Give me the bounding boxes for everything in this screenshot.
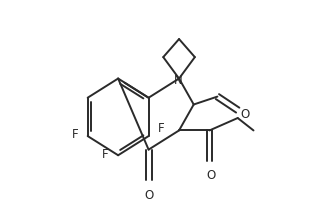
Text: F: F (157, 122, 164, 135)
Text: O: O (241, 108, 250, 121)
Text: O: O (206, 170, 215, 183)
Text: N: N (174, 74, 182, 87)
Text: O: O (144, 189, 153, 202)
Text: F: F (102, 148, 109, 161)
Text: F: F (72, 129, 79, 142)
